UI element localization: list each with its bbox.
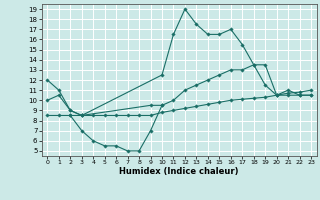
X-axis label: Humidex (Indice chaleur): Humidex (Indice chaleur) [119,167,239,176]
